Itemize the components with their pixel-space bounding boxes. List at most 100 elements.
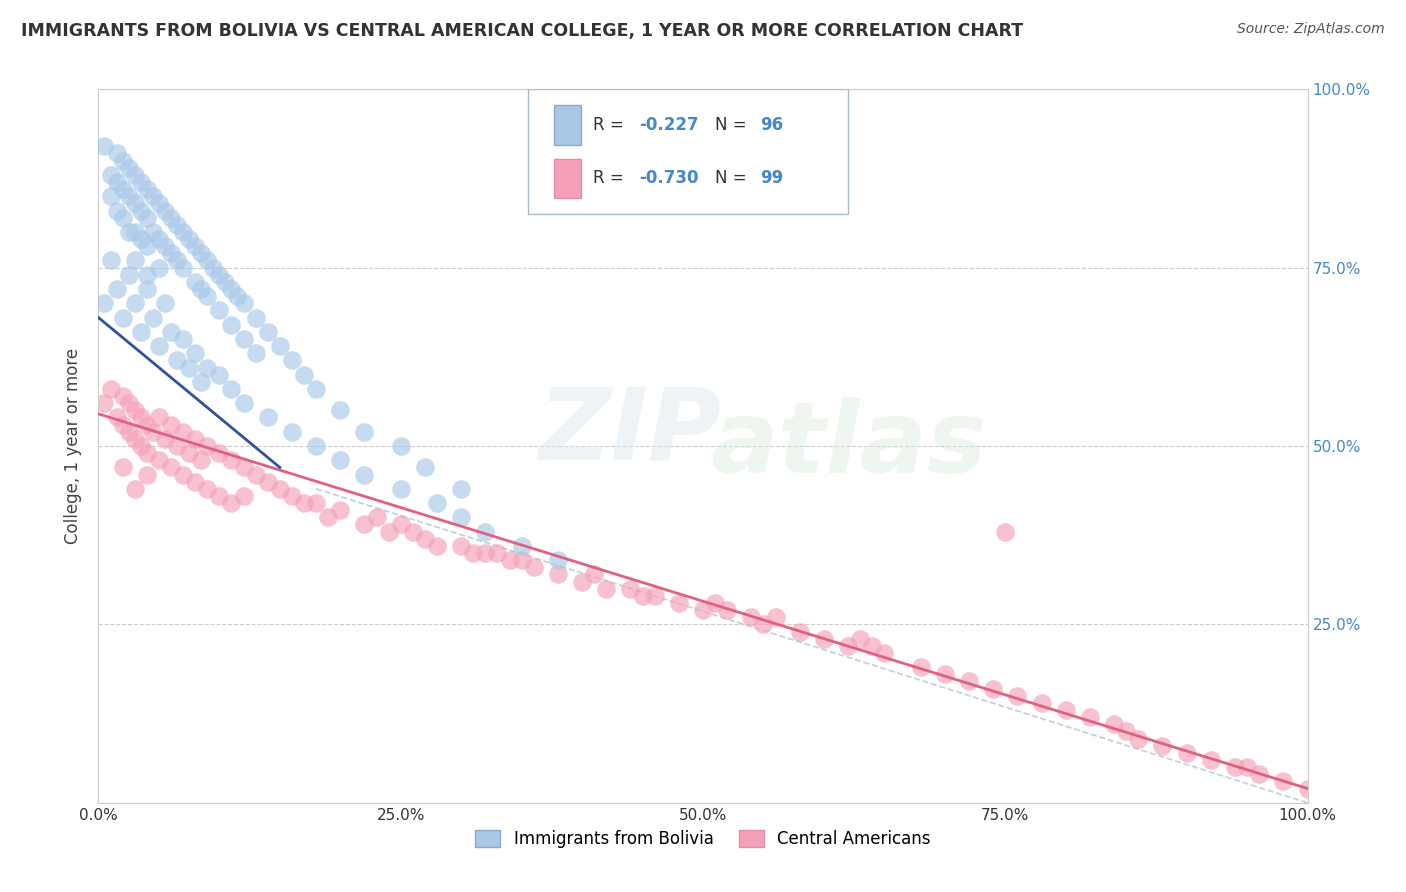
Point — [111, 310, 134, 325]
Point — [118, 161, 141, 175]
Point — [142, 425, 165, 439]
Point — [172, 332, 194, 346]
Point — [129, 325, 152, 339]
Point — [269, 339, 291, 353]
Point — [316, 510, 339, 524]
Point — [1249, 767, 1271, 781]
Point — [389, 439, 412, 453]
Point — [166, 353, 188, 368]
Point — [765, 610, 787, 624]
Point — [135, 446, 157, 460]
Point — [752, 617, 775, 632]
Point — [179, 360, 201, 375]
Point — [124, 296, 146, 310]
Point — [153, 432, 176, 446]
Point — [202, 260, 225, 275]
Point — [232, 460, 254, 475]
Point — [124, 253, 146, 268]
Point — [111, 211, 134, 225]
Point — [1031, 696, 1053, 710]
Point — [153, 203, 176, 218]
Point — [595, 582, 617, 596]
Point — [179, 232, 201, 246]
Point — [281, 489, 304, 503]
Point — [450, 539, 472, 553]
Point — [245, 467, 267, 482]
Point — [148, 232, 170, 246]
Point — [281, 353, 304, 368]
Point — [221, 282, 243, 296]
Point — [135, 417, 157, 432]
Point — [1115, 724, 1137, 739]
Point — [292, 496, 315, 510]
Point — [1007, 689, 1029, 703]
Point — [305, 439, 328, 453]
Point — [450, 482, 472, 496]
Point — [571, 574, 593, 589]
Y-axis label: College, 1 year or more: College, 1 year or more — [65, 348, 83, 544]
Point — [329, 403, 352, 417]
Point — [184, 275, 207, 289]
Point — [510, 553, 533, 567]
Point — [1175, 746, 1198, 760]
Point — [305, 496, 328, 510]
Point — [135, 182, 157, 196]
Point — [179, 446, 201, 460]
Point — [105, 175, 128, 189]
Point — [1199, 753, 1222, 767]
Point — [1236, 760, 1258, 774]
Point — [226, 289, 249, 303]
Point — [450, 510, 472, 524]
Text: ZIP: ZIP — [538, 384, 721, 480]
Point — [1272, 774, 1295, 789]
Point — [474, 524, 496, 539]
Point — [135, 268, 157, 282]
Point — [160, 325, 183, 339]
Text: N =: N = — [716, 169, 752, 187]
FancyBboxPatch shape — [554, 159, 581, 198]
Point — [281, 425, 304, 439]
Point — [124, 482, 146, 496]
Point — [195, 439, 218, 453]
Point — [957, 674, 980, 689]
Point — [135, 239, 157, 253]
Point — [111, 389, 134, 403]
Point — [190, 453, 212, 467]
Point — [129, 232, 152, 246]
Point — [148, 453, 170, 467]
Point — [413, 460, 436, 475]
Point — [160, 460, 183, 475]
Point — [190, 246, 212, 260]
Point — [105, 146, 128, 161]
Point — [153, 296, 176, 310]
Text: 99: 99 — [759, 169, 783, 187]
Point — [232, 296, 254, 310]
Point — [463, 546, 485, 560]
Point — [208, 368, 231, 382]
Point — [142, 225, 165, 239]
Point — [981, 681, 1004, 696]
Point — [124, 432, 146, 446]
Point — [100, 253, 122, 268]
Point — [93, 139, 115, 153]
Point — [245, 310, 267, 325]
Point — [118, 425, 141, 439]
Point — [160, 211, 183, 225]
Point — [135, 282, 157, 296]
Point — [118, 268, 141, 282]
Point — [208, 489, 231, 503]
Point — [510, 539, 533, 553]
Point — [426, 496, 449, 510]
Point — [148, 196, 170, 211]
Point — [873, 646, 896, 660]
Point — [100, 189, 122, 203]
Point — [389, 517, 412, 532]
Point — [813, 632, 835, 646]
Point — [1102, 717, 1125, 731]
Point — [129, 175, 152, 189]
Point — [860, 639, 883, 653]
Point — [184, 346, 207, 360]
Point — [256, 325, 278, 339]
Point — [190, 375, 212, 389]
Point — [329, 453, 352, 467]
